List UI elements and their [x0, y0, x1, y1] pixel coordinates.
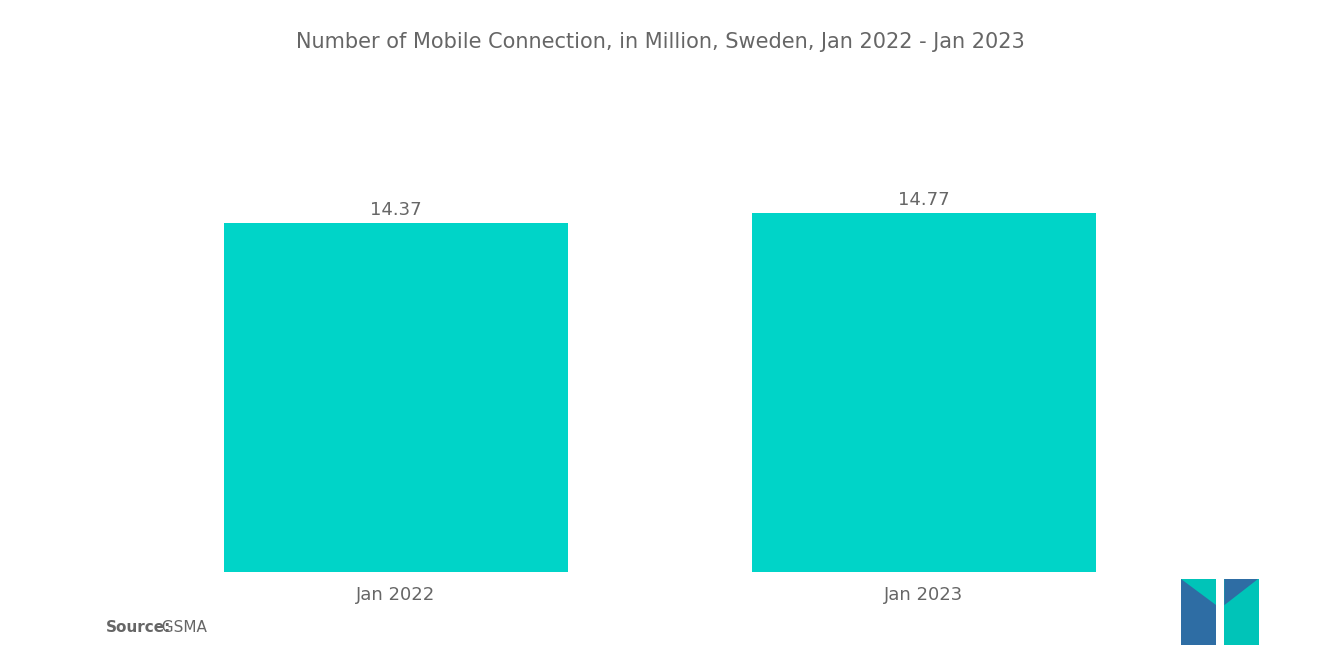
Polygon shape [1181, 579, 1216, 605]
Text: GSMA: GSMA [152, 620, 207, 635]
Text: 14.77: 14.77 [898, 191, 950, 209]
Text: Source:: Source: [106, 620, 172, 635]
Polygon shape [1181, 579, 1216, 645]
Bar [224, 223, 568, 572]
Bar [752, 213, 1096, 572]
Text: 14.37: 14.37 [370, 201, 422, 219]
Title: Number of Mobile Connection, in Million, Sweden, Jan 2022 - Jan 2023: Number of Mobile Connection, in Million,… [296, 31, 1024, 52]
Polygon shape [1225, 579, 1259, 645]
Polygon shape [1225, 579, 1259, 605]
